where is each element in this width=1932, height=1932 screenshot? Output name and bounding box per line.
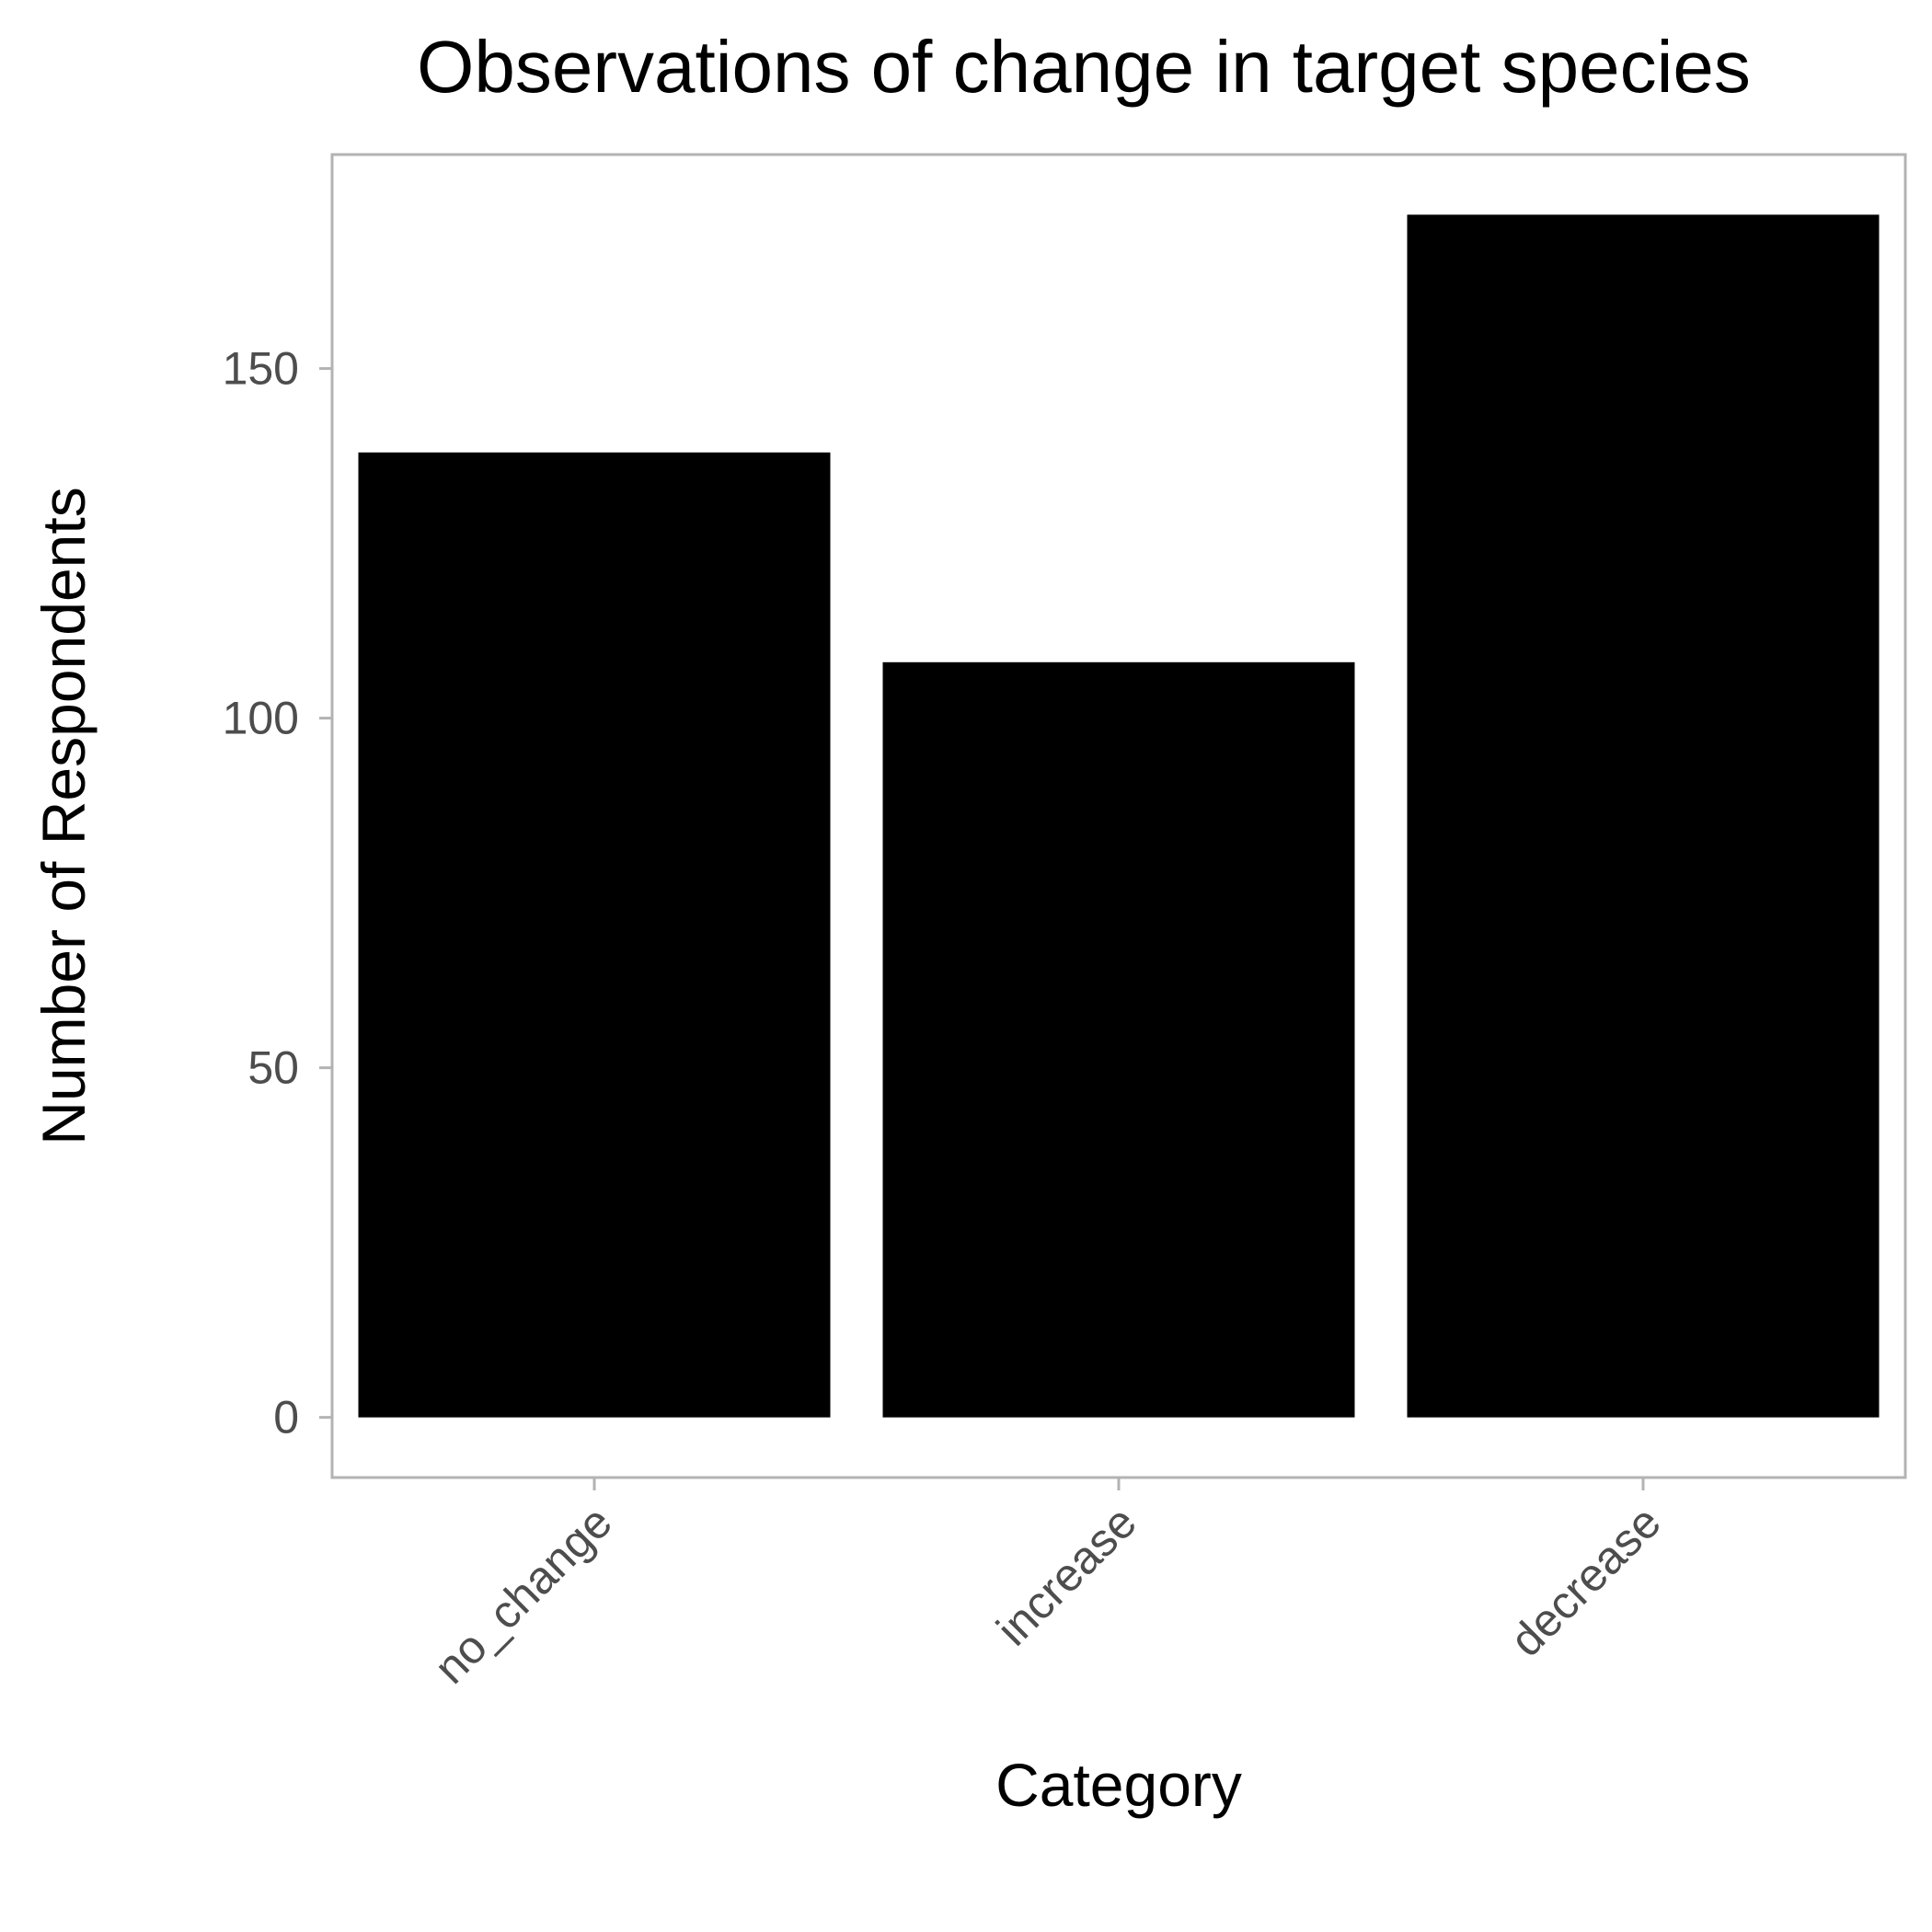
bar-increase	[882, 661, 1355, 1418]
x-tick-label: no_change	[424, 1496, 622, 1694]
x-tick-label: decrease	[1501, 1496, 1671, 1666]
chart-title: Observations of change in target species	[417, 26, 1751, 108]
bars	[358, 214, 1880, 1418]
y-axis-title: Number of Respondents	[29, 487, 98, 1144]
y-axis: 0 50 100 150	[223, 343, 332, 1443]
x-tick-label: increase	[987, 1496, 1146, 1655]
y-tick-label: 100	[223, 693, 299, 744]
y-tick-label: 150	[223, 343, 299, 395]
bar-decrease	[1407, 214, 1880, 1418]
y-tick-label: 50	[247, 1042, 299, 1094]
bar-no_change	[358, 452, 831, 1418]
x-axis: no_change increase decrease	[424, 1478, 1671, 1694]
x-axis-title: Category	[995, 1751, 1242, 1819]
y-tick-label: 0	[273, 1392, 299, 1443]
